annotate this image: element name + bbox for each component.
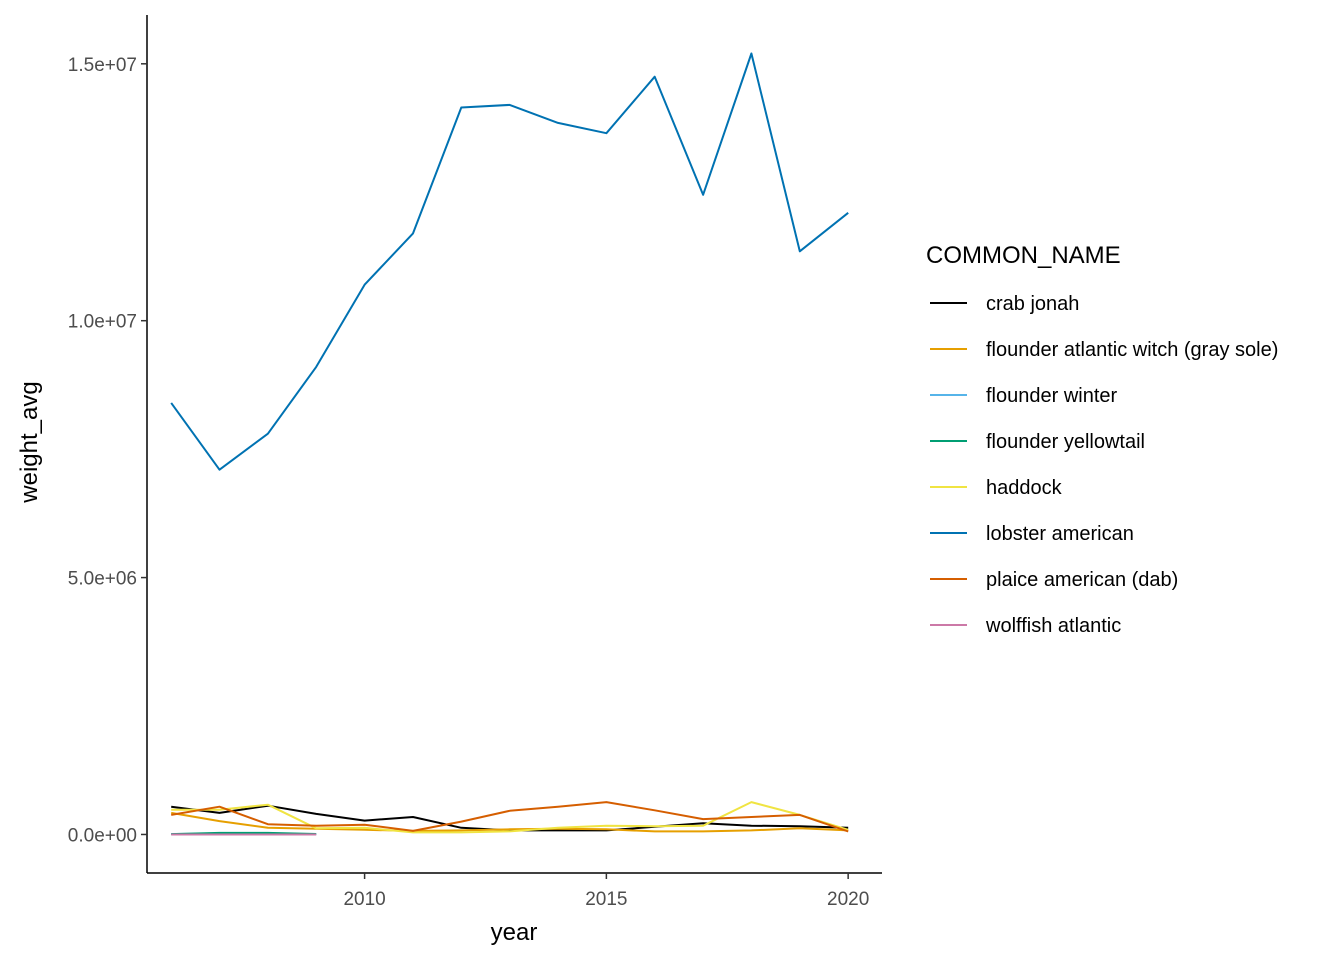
y-axis-title: weight_avg	[16, 381, 43, 503]
legend-label-plaice-american-dab: plaice american (dab)	[986, 569, 1178, 591]
x-tick-label: 2015	[585, 889, 627, 910]
legend-items: crab jonah flounder atlantic witch (gray …	[930, 293, 1278, 637]
x-ticks: 2010 2015 2020	[343, 873, 869, 910]
y-tick-label: 1.0e+07	[68, 312, 137, 333]
legend-label-flounder-yellowtail: flounder yellowtail	[986, 431, 1145, 453]
legend-label-crab-jonah: crab jonah	[986, 293, 1079, 315]
y-ticks: 0.0e+00 5.0e+06 1.0e+07 1.5e+07	[68, 55, 147, 846]
series-line-plaice-american-dab	[171, 801, 849, 833]
legend-label-flounder-atlantic-witch-gray-sole: flounder atlantic witch (gray sole)	[986, 339, 1278, 361]
axes	[146, 15, 882, 874]
series-line-lobster-american	[170, 52, 849, 471]
legend: COMMON_NAME crab jonah flounder atlantic …	[926, 242, 1278, 637]
series-layer	[170, 52, 849, 836]
y-tick-label: 0.0e+00	[68, 825, 137, 846]
legend-label-haddock: haddock	[986, 477, 1063, 499]
x-tick-label: 2010	[343, 889, 385, 910]
y-tick-label: 1.5e+07	[68, 55, 137, 76]
legend-label-flounder-winter: flounder winter	[986, 385, 1118, 407]
y-tick-label: 5.0e+06	[68, 569, 137, 590]
legend-label-lobster-american: lobster american	[986, 523, 1134, 545]
series-line-flounder-atlantic-witch-gray-sole	[171, 811, 849, 833]
series-line-haddock	[171, 801, 849, 834]
legend-label-wolffish-atlantic: wolffish atlantic	[985, 615, 1121, 637]
x-tick-label: 2020	[827, 889, 869, 910]
legend-title: COMMON_NAME	[926, 242, 1121, 269]
x-axis-title: year	[491, 919, 538, 946]
